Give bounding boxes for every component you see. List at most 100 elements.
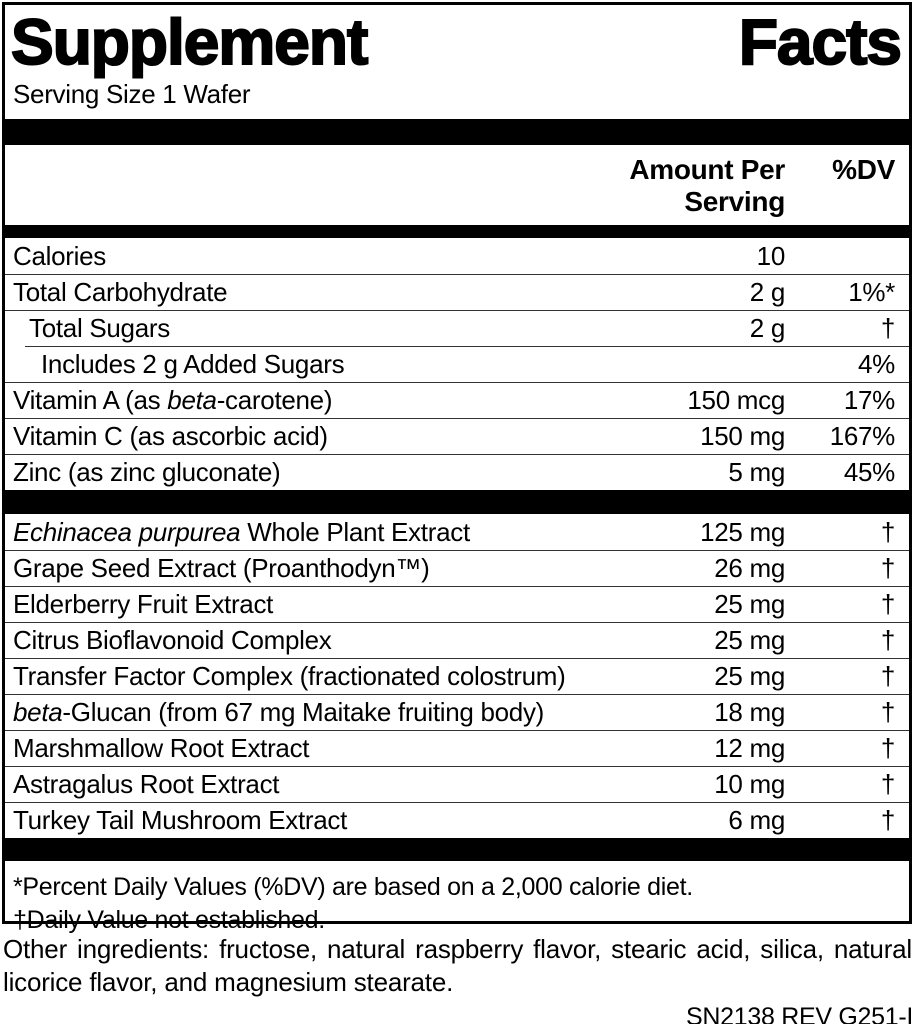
ingredient-name-italic-segment: beta bbox=[13, 697, 63, 728]
footnote-percent-dv: *Percent Daily Values (%DV) are based on… bbox=[13, 873, 693, 902]
ingredient-name-segment: Zinc (as zinc gluconate) bbox=[13, 457, 281, 488]
amount-per-serving-value: 26 mg bbox=[714, 553, 785, 584]
botanical-row: Echinacea purpurea Whole Plant Extract 12… bbox=[5, 514, 909, 550]
ingredient-name-segment: Whole Plant Extract bbox=[240, 516, 470, 547]
ingredient-name: beta-Glucan (from 67 mg Maitake fruiting… bbox=[5, 697, 605, 728]
ingredient-name-segment: Vitamin C (as ascorbic acid) bbox=[13, 421, 328, 452]
ingredient-name: Vitamin A (as beta-carotene) bbox=[5, 385, 605, 416]
nutrient-row: Total Carbohydrate 2 g 1%* bbox=[5, 274, 909, 310]
amount-per-serving-value: 25 mg bbox=[714, 661, 785, 692]
daily-value-percent: 4% bbox=[858, 349, 895, 380]
ingredient-name: Elderberry Fruit Extract bbox=[5, 589, 605, 620]
column-header-amount: Amount Per Serving bbox=[629, 154, 785, 218]
ingredient-name-segment: -Glucan (from 67 mg Maitake fruiting bod… bbox=[62, 697, 544, 728]
ingredient-name-segment: Elderberry Fruit Extract bbox=[13, 589, 274, 620]
amount-per-serving-value: 25 mg bbox=[714, 589, 785, 620]
separator-bar-top bbox=[5, 119, 909, 146]
ingredient-name: Zinc (as zinc gluconate) bbox=[5, 457, 605, 488]
amount-per-serving-value: 6 mg bbox=[728, 805, 785, 836]
separator-bar-header bbox=[5, 225, 909, 239]
amount-per-serving-value: 18 mg bbox=[714, 697, 785, 728]
ingredient-name: Vitamin C (as ascorbic acid) bbox=[5, 421, 605, 452]
ingredient-name-italic-segment: beta bbox=[167, 385, 217, 416]
botanical-row: beta-Glucan (from 67 mg Maitake fruiting… bbox=[5, 694, 909, 730]
serving-size-text: Serving Size 1 Wafer bbox=[13, 79, 251, 110]
ingredient-name: Total Carbohydrate bbox=[5, 277, 605, 308]
ingredient-name: Astragalus Root Extract bbox=[5, 769, 605, 800]
ingredient-name-segment: Vitamin A (as bbox=[13, 385, 168, 416]
amount-per-serving-value: 125 mg bbox=[700, 516, 785, 547]
ingredient-name: Total Sugars bbox=[5, 313, 605, 344]
amount-per-serving-value: 150 mg bbox=[700, 421, 785, 452]
botanical-row: Astragalus Root Extract 10 mg † bbox=[5, 766, 909, 802]
separator-bar-bottom bbox=[5, 838, 909, 862]
ingredient-name: Marshmallow Root Extract bbox=[5, 733, 605, 764]
ingredient-name-segment: Marshmallow Root Extract bbox=[13, 733, 310, 764]
amount-per-serving-value: 5 mg bbox=[728, 457, 785, 488]
ingredient-name: Turkey Tail Mushroom Extract bbox=[5, 805, 605, 836]
botanical-rows-group: Echinacea purpurea Whole Plant Extract 12… bbox=[5, 514, 909, 838]
ingredient-name: Citrus Bioflavonoid Complex bbox=[5, 625, 605, 656]
amount-per-serving-value: 25 mg bbox=[714, 625, 785, 656]
amount-per-serving-value: 150 mcg bbox=[687, 385, 785, 416]
daily-value-percent: † bbox=[880, 589, 895, 620]
column-header-spacer bbox=[5, 154, 605, 218]
ingredient-name-segment: Total Carbohydrate bbox=[13, 277, 228, 308]
other-ingredients-text: Other ingredients: fructose, natural ras… bbox=[3, 934, 912, 998]
column-header-row: Amount Per Serving %DV bbox=[5, 145, 909, 225]
panel-title-word-2: Facts bbox=[738, 6, 903, 79]
botanical-row: Marshmallow Root Extract 12 mg † bbox=[5, 730, 909, 766]
botanical-row: Grape Seed Extract (Proanthodyn™) 26 mg † bbox=[5, 550, 909, 586]
daily-value-percent: † bbox=[880, 697, 895, 728]
amount-per-serving-value: 2 g bbox=[749, 313, 786, 344]
product-code: SN2138 REV G251-I bbox=[686, 1002, 913, 1024]
daily-value-percent: † bbox=[880, 769, 895, 800]
daily-value-percent: 1%* bbox=[848, 277, 895, 308]
ingredient-name-segment: Transfer Factor Complex (fractionated co… bbox=[13, 661, 566, 692]
panel-title-word-1: Supplement bbox=[10, 6, 369, 79]
nutrient-rows-group: Calories 10 Total Carbohydrate 2 g 1%* Total … bbox=[5, 238, 909, 490]
ingredient-name-segment: Includes 2 g Added Sugars bbox=[41, 349, 345, 380]
footnote-daily-value: †Daily Value not established. bbox=[13, 905, 325, 934]
panel-title: Supplement Facts bbox=[5, 5, 909, 79]
daily-value-percent: 167% bbox=[829, 421, 896, 452]
ingredient-name-segment: Turkey Tail Mushroom Extract bbox=[13, 805, 348, 836]
nutrient-row: Vitamin A (as beta-carotene) 150 mcg 17% bbox=[5, 382, 909, 418]
ingredient-name-italic-segment: Echinacea purpurea bbox=[13, 516, 241, 547]
daily-value-percent: 45% bbox=[843, 457, 895, 488]
ingredient-name: Grape Seed Extract (Proanthodyn™) bbox=[5, 553, 605, 584]
ingredient-name: Calories bbox=[5, 241, 605, 272]
ingredient-name-segment: Astragalus Root Extract bbox=[13, 769, 280, 800]
daily-value-percent: † bbox=[880, 313, 895, 344]
ingredient-name-segment: Calories bbox=[13, 240, 106, 271]
daily-value-percent: † bbox=[880, 661, 895, 692]
amount-per-serving-value: 10 mg bbox=[714, 769, 785, 800]
daily-value-percent: † bbox=[880, 516, 895, 547]
ingredient-name-segment: -carotene) bbox=[216, 385, 333, 416]
amount-per-serving-value: 10 bbox=[756, 240, 786, 271]
daily-value-percent: † bbox=[880, 625, 895, 656]
daily-value-percent: 17% bbox=[843, 385, 895, 416]
ingredient-name-segment: Total Sugars bbox=[29, 313, 170, 344]
ingredient-name: Echinacea purpurea Whole Plant Extract bbox=[5, 517, 605, 548]
nutrient-row: Calories 10 bbox=[5, 238, 909, 274]
botanical-row: Transfer Factor Complex (fractionated co… bbox=[5, 658, 909, 694]
ingredient-name-segment: Citrus Bioflavonoid Complex bbox=[13, 625, 332, 656]
amount-per-serving-value: 2 g bbox=[749, 277, 786, 308]
column-header-dv: %DV bbox=[832, 154, 895, 186]
footnotes: *Percent Daily Values (%DV) are based on… bbox=[5, 861, 909, 936]
botanical-row: Elderberry Fruit Extract 25 mg † bbox=[5, 586, 909, 622]
daily-value-percent: † bbox=[880, 553, 895, 584]
ingredient-name-segment: Grape Seed Extract (Proanthodyn™) bbox=[13, 553, 430, 584]
ingredient-name: Includes 2 g Added Sugars bbox=[25, 349, 605, 380]
botanical-row: Citrus Bioflavonoid Complex 25 mg † bbox=[5, 622, 909, 658]
botanical-row: Turkey Tail Mushroom Extract 6 mg † bbox=[5, 802, 909, 838]
nutrient-row: Zinc (as zinc gluconate) 5 mg 45% bbox=[5, 454, 909, 490]
nutrient-row: Total Sugars 2 g † bbox=[5, 310, 909, 346]
ingredient-name: Transfer Factor Complex (fractionated co… bbox=[5, 661, 605, 692]
supplement-facts-panel: Supplement Facts Serving Size 1 Wafer Am… bbox=[2, 2, 912, 934]
amount-per-serving-value: 12 mg bbox=[714, 733, 785, 764]
daily-value-percent: † bbox=[880, 733, 895, 764]
separator-bar-middle bbox=[5, 490, 909, 515]
nutrient-row: Vitamin C (as ascorbic acid) 150 mg 167% bbox=[5, 418, 909, 454]
